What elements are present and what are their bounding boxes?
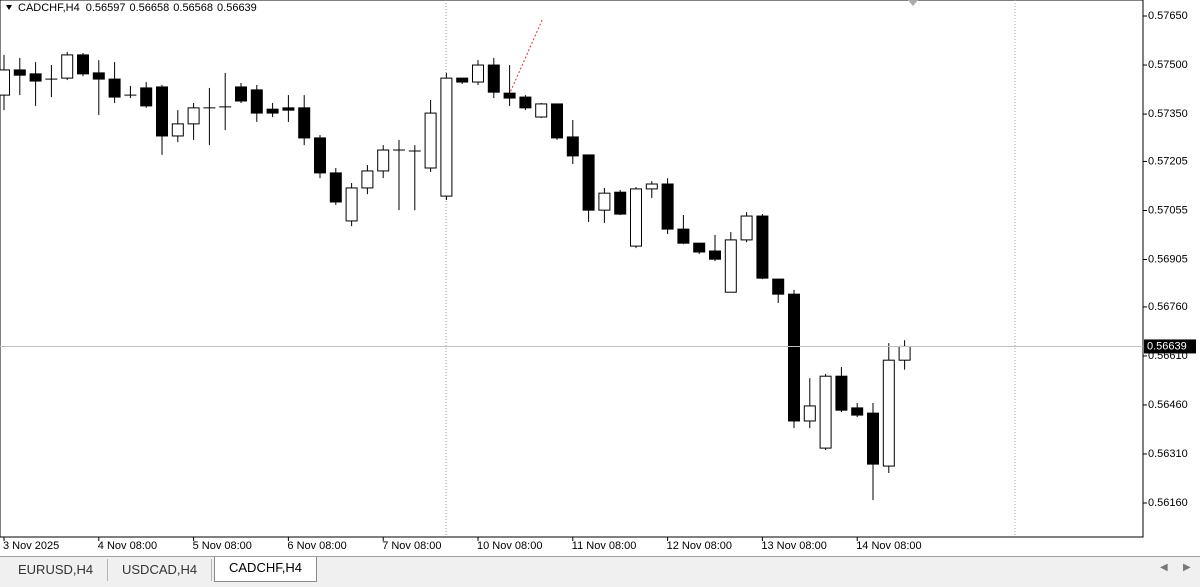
- y-tick-label: 0.56310: [1148, 448, 1188, 460]
- candle-body: [724, 239, 737, 293]
- candle-body: [345, 187, 358, 222]
- x-tick-label: 5 Nov 08:00: [193, 540, 252, 552]
- candle-body: [851, 407, 864, 416]
- candle-body: [535, 103, 548, 118]
- candle-body: [519, 96, 532, 109]
- candle-body: [740, 215, 753, 241]
- candle-body: [77, 54, 89, 75]
- candle-body: [61, 54, 74, 79]
- candle-body: [92, 72, 105, 80]
- scroll-right[interactable]: ▶: [1183, 562, 1191, 573]
- candle-body: [630, 188, 642, 247]
- chart: CADCHF,H4 0.56597 0.56658 0.56568 0.56639 0.…: [0, 0, 1196, 552]
- price-label: 0.56639: [1147, 340, 1187, 352]
- x-tick-label: 10 Nov 08:00: [477, 540, 542, 552]
- menu-triangle: [6, 5, 12, 10]
- scroll-left[interactable]: ◀: [1160, 562, 1168, 573]
- x-tick-label: 13 Nov 08:00: [761, 540, 826, 552]
- ohlc-low: 0.56568: [173, 2, 213, 14]
- y-tick-label: 0.57205: [1148, 155, 1188, 167]
- candle-body: [314, 137, 326, 174]
- y-tick-label: 0.57350: [1148, 108, 1188, 120]
- plot-frame: [0, 0, 1144, 538]
- candle-body: [598, 192, 611, 211]
- candle-body: [835, 375, 848, 411]
- candle-body: [645, 183, 658, 190]
- candle-body: [709, 250, 721, 260]
- candle-body: [235, 86, 247, 102]
- candle-body: [756, 215, 769, 279]
- candle-body: [266, 108, 279, 114]
- y-tick-label: 0.56760: [1148, 301, 1188, 313]
- candle-body: [250, 89, 263, 114]
- candle-body: [772, 278, 785, 295]
- y-tick-label: 0.56160: [1148, 497, 1188, 509]
- y-tick-label: 0.57500: [1148, 59, 1188, 71]
- candle-body: [614, 191, 627, 215]
- candle-body: [551, 103, 563, 139]
- candle-body: [898, 345, 911, 361]
- candle-body: [361, 170, 374, 189]
- ohlc-close: 0.56639: [217, 2, 257, 14]
- x-tick-label: 3 Nov 2025: [3, 540, 59, 552]
- candle-body: [503, 92, 516, 99]
- chart-title: CADCHF,H4: [18, 2, 80, 14]
- x-tick-label: 4 Nov 08:00: [98, 540, 157, 552]
- candle-body: [424, 112, 437, 169]
- candle-body: [13, 69, 26, 76]
- ohlc-high: 0.56658: [130, 2, 170, 14]
- tab-bar: EURUSD,H4 USDCAD,H4 CADCHF,H4 ◀ ▶: [0, 556, 1200, 587]
- chart-header: CADCHF,H4 0.56597 0.56658 0.56568 0.56639: [18, 2, 257, 14]
- candle-body: [867, 412, 879, 465]
- candle-body: [108, 78, 121, 98]
- candle-body: [582, 154, 595, 211]
- candle-body: [140, 87, 153, 107]
- candle-body: [487, 64, 500, 93]
- candle-body: [456, 77, 469, 83]
- candle-body: [566, 136, 579, 157]
- candle-body: [803, 405, 816, 422]
- tab[interactable]: EURUSD,H4: [4, 559, 109, 581]
- candle-body: [171, 123, 184, 137]
- candle-body: [788, 293, 800, 422]
- y-tick-label: 0.56905: [1148, 253, 1188, 265]
- candle-body: [298, 107, 311, 139]
- ohlc-open: 0.56597: [86, 2, 126, 14]
- x-tick-label: 11 Nov 08:00: [572, 540, 637, 552]
- y-tick-label: 0.56460: [1148, 399, 1188, 411]
- candle-body: [187, 107, 200, 125]
- x-tick-label: 14 Nov 08:00: [856, 540, 921, 552]
- shift-marker: [908, 0, 918, 6]
- x-tick-label: 6 Nov 08:00: [287, 540, 346, 552]
- y-tick-label: 0.57650: [1148, 10, 1188, 22]
- candle-body: [377, 149, 390, 172]
- price-label-box: [1144, 339, 1196, 354]
- tab[interactable]: USDCAD,H4: [108, 559, 213, 581]
- x-tick-label: 7 Nov 08:00: [382, 540, 441, 552]
- candle-body: [282, 107, 295, 111]
- candle-body: [440, 77, 453, 197]
- candle-body: [882, 359, 895, 467]
- candle-body: [819, 375, 832, 449]
- candle-body: [29, 73, 42, 82]
- candle-body: [693, 242, 706, 253]
- candle-body: [661, 183, 674, 230]
- candle-body: [677, 228, 690, 244]
- candle-body: [0, 69, 10, 96]
- candle-body: [472, 64, 484, 83]
- candle-body: [156, 86, 168, 137]
- y-tick-label: 0.57055: [1148, 204, 1188, 216]
- x-tick-label: 12 Nov 08:00: [667, 540, 732, 552]
- tab[interactable]: CADCHF,H4: [214, 557, 317, 582]
- candle-body: [329, 172, 342, 203]
